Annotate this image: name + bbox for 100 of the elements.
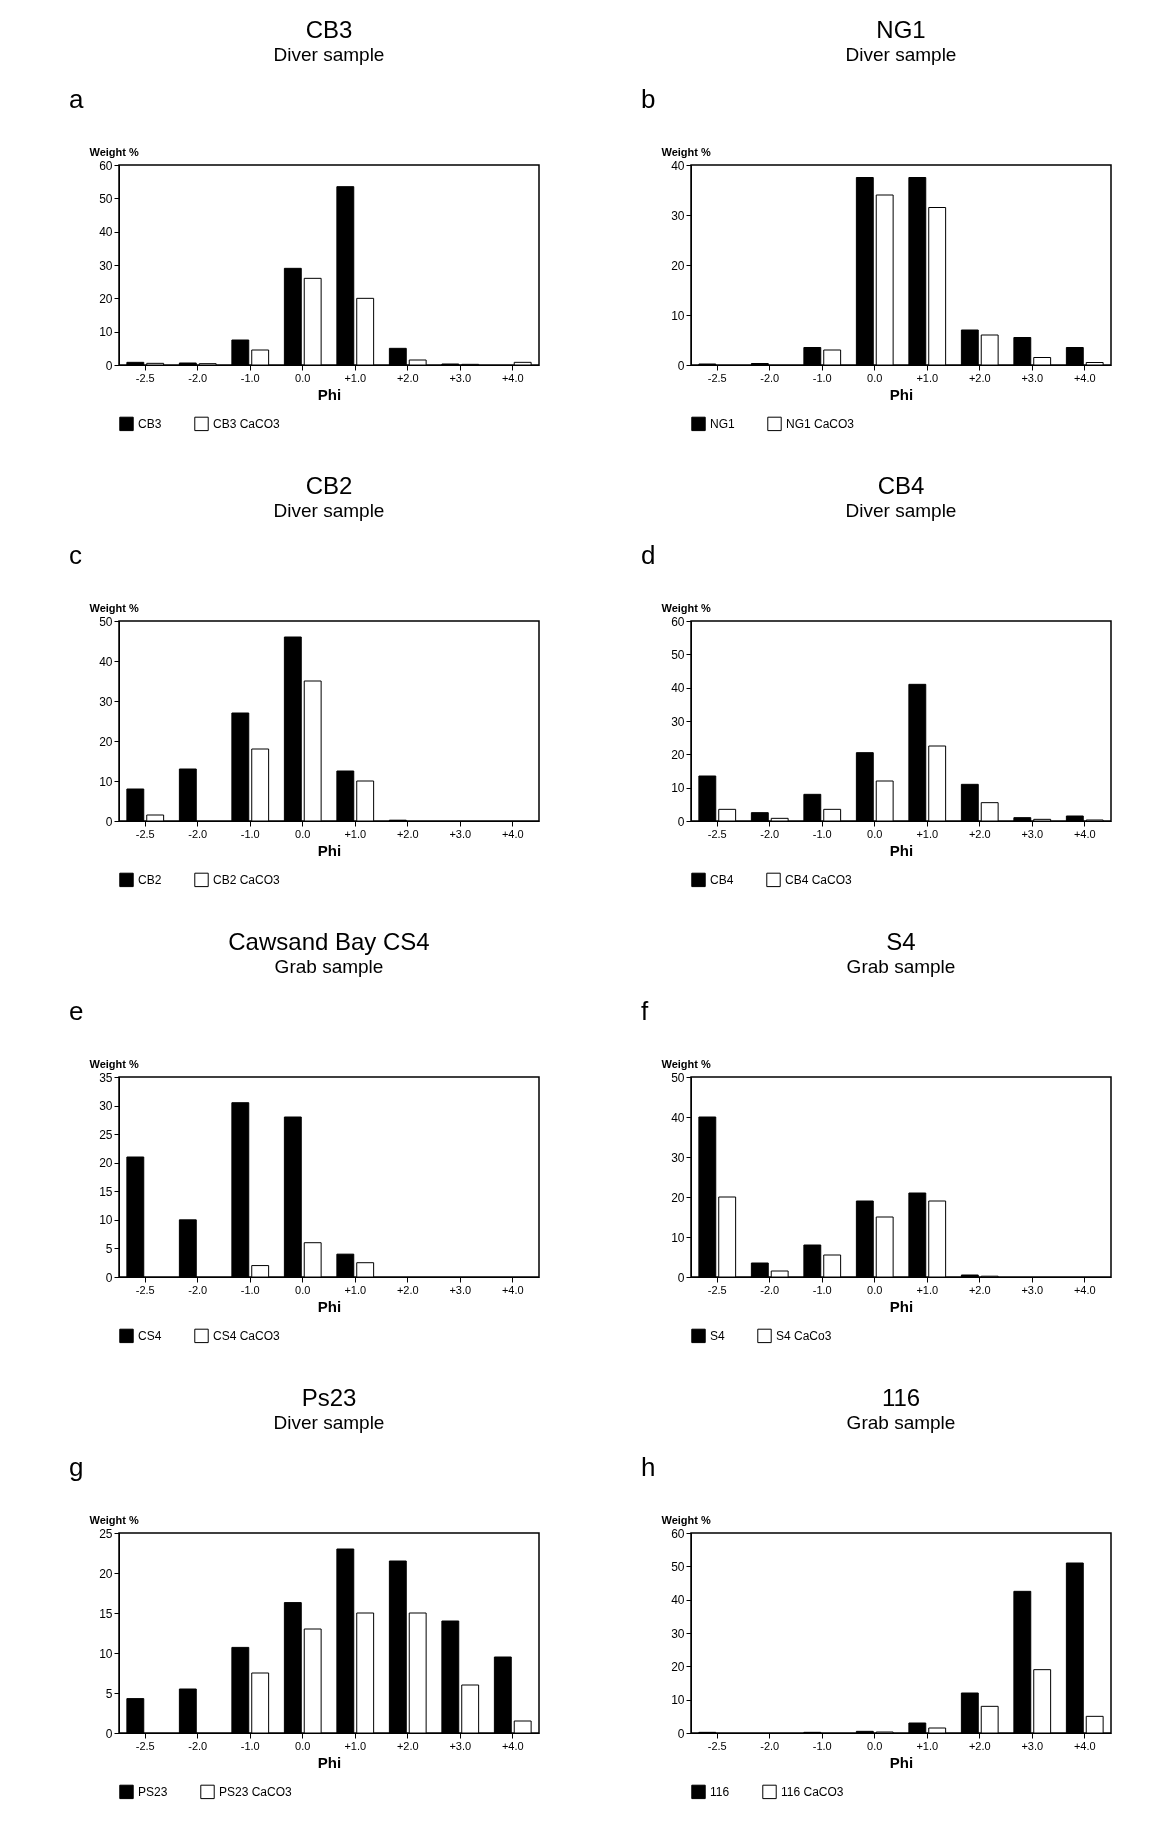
legend-label: CB2 xyxy=(138,872,162,887)
x-tick-label: +4.0 xyxy=(501,371,524,384)
x-tick-label: 0.0 xyxy=(867,827,883,840)
text: a xyxy=(69,84,84,114)
chart-title: 116 xyxy=(881,1384,921,1411)
x-tick-label: +4.0 xyxy=(1073,827,1096,840)
x-tick-label: -2.5 xyxy=(135,1283,155,1296)
y-tick-label: 50 xyxy=(671,1070,685,1085)
text: b xyxy=(641,84,656,114)
x-axis-title: Phi xyxy=(317,1753,342,1771)
y-tick-label: 30 xyxy=(671,208,685,223)
chart-title: CB2 xyxy=(305,472,353,499)
x-tick-label: 0.0 xyxy=(295,371,311,384)
chart-subtitle: Grab sample xyxy=(846,1412,956,1433)
y-tick-label: 30 xyxy=(99,258,113,273)
x-tick-label: -2.0 xyxy=(760,1283,780,1296)
x-tick-label: 0.0 xyxy=(867,371,883,384)
legend-label: CB3 xyxy=(138,416,162,431)
y-tick-label: 20 xyxy=(99,734,113,749)
x-tick-label: -2.0 xyxy=(760,827,780,840)
x-tick-label: +3.0 xyxy=(449,371,472,384)
x-tick-label: -1.0 xyxy=(812,827,832,840)
x-tick-label: -2.0 xyxy=(188,371,208,384)
legend-label: S4 CaCo3 xyxy=(776,1328,832,1343)
y-tick-label: 30 xyxy=(99,694,113,709)
x-axis-title: Phi xyxy=(889,1753,914,1771)
text: g xyxy=(69,1452,84,1482)
x-axis-title: Phi xyxy=(317,1297,342,1315)
y-tick-label: 30 xyxy=(99,1099,113,1114)
y-tick-label: 10 xyxy=(99,325,113,340)
x-tick-label: 0.0 xyxy=(295,1739,311,1752)
x-tick-label: -1.0 xyxy=(812,1739,832,1752)
x-tick-label: -2.5 xyxy=(707,1739,727,1752)
chart-subtitle: Diver sample xyxy=(845,44,957,65)
x-tick-label: -2.5 xyxy=(135,1739,155,1752)
text: d xyxy=(641,540,656,570)
x-tick-label: -1.0 xyxy=(240,1739,260,1752)
y-tick-label: 25 xyxy=(99,1127,113,1142)
chart-title: S4 xyxy=(886,928,916,955)
x-tick-label: +2.0 xyxy=(968,371,991,384)
x-axis-title: Phi xyxy=(889,385,914,403)
x-tick-label: +2.0 xyxy=(968,1283,991,1296)
x-tick-label: -1.0 xyxy=(812,1283,832,1296)
x-axis-title: Phi xyxy=(889,841,914,859)
chart-title: CB4 xyxy=(877,472,925,499)
y-tick-label: 0 xyxy=(677,1270,685,1285)
y-tick-label: 60 xyxy=(99,158,113,173)
legend-label: CB3 CaCO3 xyxy=(213,416,281,431)
x-tick-label: -2.5 xyxy=(135,827,155,840)
chart-title: Cawsand Bay CS4 xyxy=(228,928,430,955)
y-tick-label: 10 xyxy=(671,1693,685,1708)
y-axis-title: Weight % xyxy=(89,1057,140,1070)
y-tick-label: 0 xyxy=(677,814,685,829)
y-tick-label: 0 xyxy=(105,358,113,373)
y-tick-label: 10 xyxy=(99,774,113,789)
x-tick-label: 0.0 xyxy=(295,1283,311,1296)
y-tick-label: 20 xyxy=(99,291,113,306)
x-tick-label: +1.0 xyxy=(916,1739,939,1752)
y-tick-label: 20 xyxy=(671,1659,685,1674)
y-tick-label: 10 xyxy=(671,1230,685,1245)
chart-subtitle: Diver sample xyxy=(273,1412,385,1433)
y-tick-label: 15 xyxy=(99,1184,113,1199)
x-tick-label: -2.0 xyxy=(760,1739,780,1752)
legend-label: PS23 xyxy=(138,1784,168,1799)
x-tick-label: 0.0 xyxy=(867,1739,883,1752)
x-axis-title: Phi xyxy=(889,1297,914,1315)
y-axis-title: Weight % xyxy=(89,1513,140,1526)
text: h xyxy=(641,1452,656,1482)
x-tick-label: +1.0 xyxy=(344,371,367,384)
y-tick-label: 0 xyxy=(677,358,685,373)
x-tick-label: +3.0 xyxy=(449,827,472,840)
y-axis-title: Weight % xyxy=(661,601,712,614)
x-tick-label: -1.0 xyxy=(240,371,260,384)
y-tick-label: 40 xyxy=(99,225,113,240)
x-tick-label: +2.0 xyxy=(396,1283,419,1296)
y-tick-label: 40 xyxy=(671,1110,685,1125)
x-tick-label: -2.5 xyxy=(707,371,727,384)
y-axis-title: Weight % xyxy=(89,601,140,614)
y-tick-label: 40 xyxy=(671,158,685,173)
x-tick-label: +4.0 xyxy=(1073,371,1096,384)
y-tick-label: 5 xyxy=(105,1686,113,1701)
legend-label: CB4 CaCO3 xyxy=(785,872,853,887)
y-tick-label: 35 xyxy=(99,1070,113,1085)
x-axis-title: Phi xyxy=(317,841,342,859)
x-tick-label: -2.5 xyxy=(135,371,155,384)
legend-label: CB2 CaCO3 xyxy=(213,872,281,887)
x-tick-label: +3.0 xyxy=(1021,371,1044,384)
x-tick-label: -2.0 xyxy=(188,827,208,840)
x-tick-label: +2.0 xyxy=(396,1739,419,1752)
x-tick-label: -2.0 xyxy=(760,371,780,384)
legend-label: NG1 CaCO3 xyxy=(786,416,855,431)
legend-label: CB4 xyxy=(710,872,734,887)
y-axis-title: Weight % xyxy=(661,145,712,158)
y-tick-label: 50 xyxy=(671,647,685,662)
y-tick-label: 10 xyxy=(99,1213,113,1228)
x-tick-label: 0.0 xyxy=(295,827,311,840)
x-tick-label: -2.5 xyxy=(707,1283,727,1296)
legend-label: CS4 CaCO3 xyxy=(213,1328,281,1343)
x-tick-label: +3.0 xyxy=(1021,1739,1044,1752)
x-tick-label: 0.0 xyxy=(867,1283,883,1296)
